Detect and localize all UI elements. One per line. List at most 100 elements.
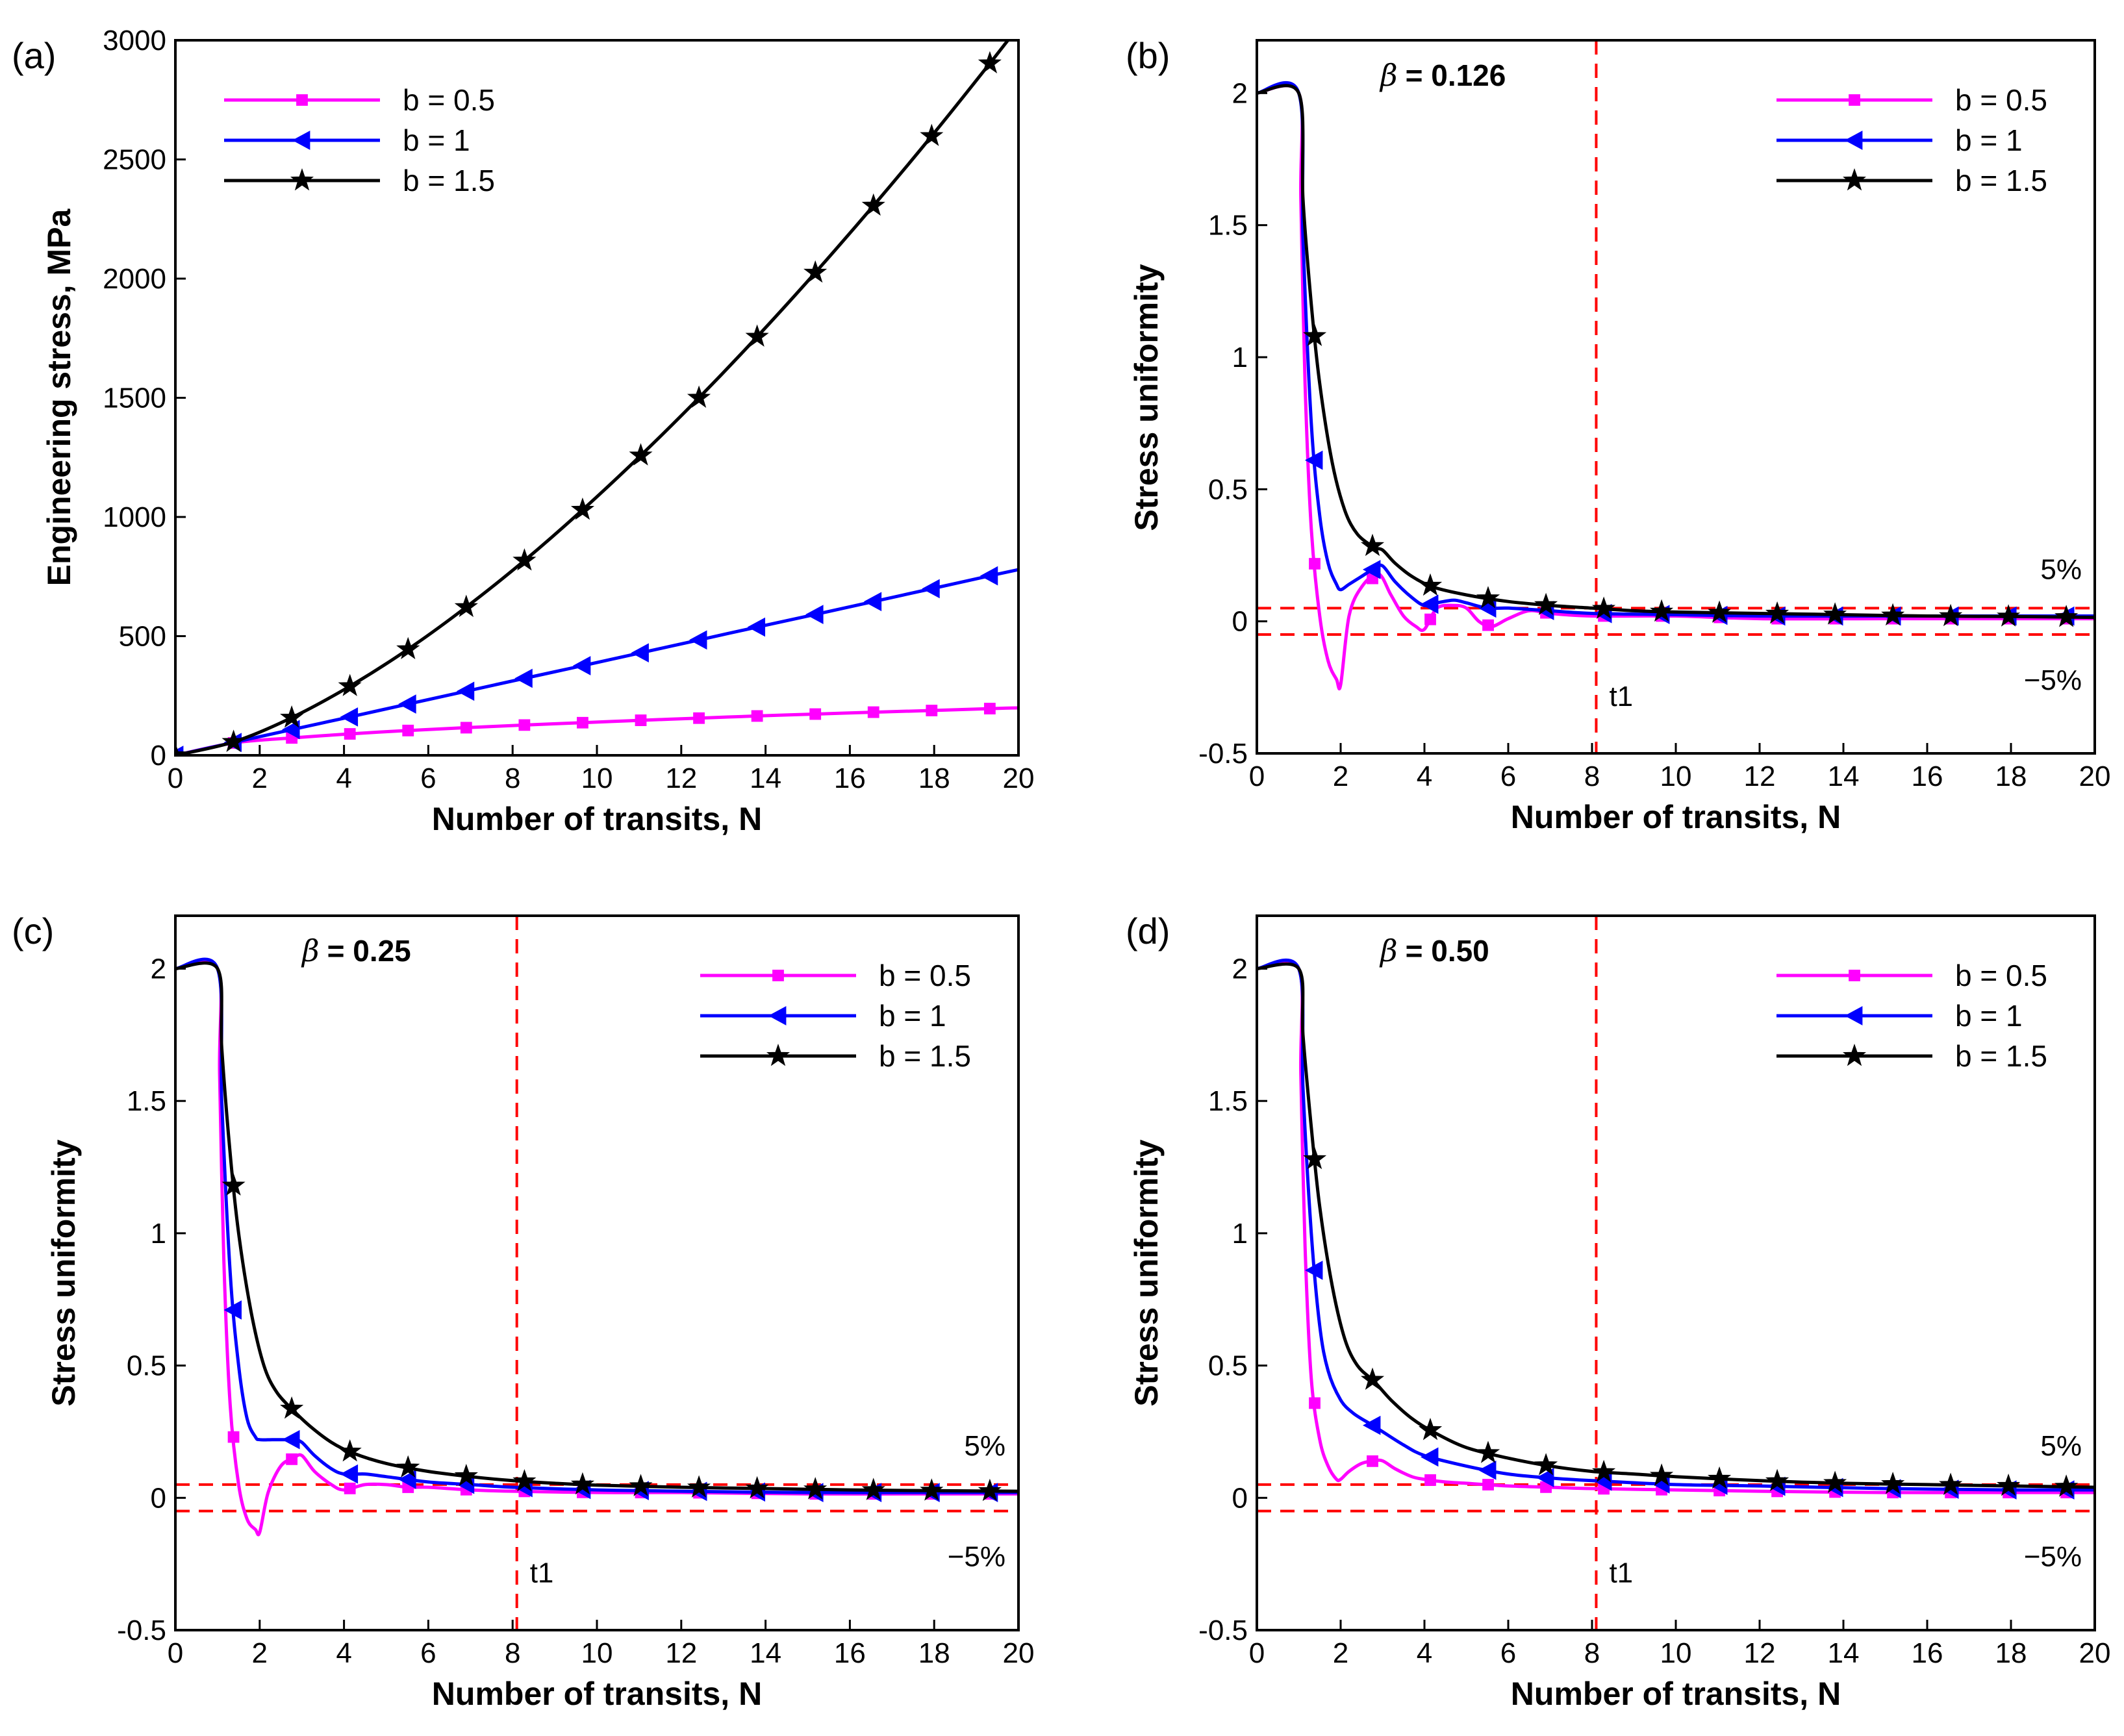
data-point-marker (1649, 1463, 1674, 1486)
x-tick-label: 2 (252, 1637, 268, 1669)
data-point-marker (1482, 1479, 1494, 1491)
data-point-marker (175, 742, 188, 755)
x-tick-label: 0 (168, 762, 183, 794)
x-tick-label: 12 (665, 762, 697, 794)
x-tick-label: 10 (1660, 761, 1692, 792)
y-tick-label: 2 (1232, 77, 1248, 109)
y-tick-label: -0.5 (117, 1615, 166, 1646)
data-point-marker (454, 594, 478, 618)
data-point-marker (460, 722, 472, 734)
data-point-marker (809, 708, 822, 720)
data-point-marker (572, 656, 591, 675)
data-point-marker (1420, 594, 1439, 614)
series-line-2 (1257, 959, 2095, 1492)
upper-threshold-label: 5% (2040, 553, 2082, 585)
data-point-marker (1482, 619, 1494, 631)
data-point-marker (2054, 605, 2079, 627)
data-point-marker (344, 1482, 356, 1494)
y-tick-label: 2500 (103, 144, 166, 176)
x-tick-label: 4 (336, 762, 351, 794)
y-tick-label: 1 (1232, 342, 1248, 373)
data-point-marker (805, 605, 824, 624)
x-tick-label: 16 (1912, 761, 1943, 792)
data-point-marker (861, 1478, 885, 1500)
legend-label: b = 0.5 (1955, 83, 2047, 117)
series-line-3 (175, 40, 1010, 755)
data-point-marker (1823, 1470, 1847, 1493)
data-point-marker (687, 385, 711, 408)
x-axis-label: Number of transits, N (432, 1676, 762, 1712)
x-tick-label: 16 (834, 1637, 866, 1669)
data-point-marker (338, 1439, 362, 1462)
series-line-2 (175, 568, 1018, 755)
data-point-marker (338, 673, 362, 696)
data-point-marker (1765, 601, 1789, 624)
data-point-marker (286, 1453, 298, 1465)
y-axis-label: Engineering stress, MPa (41, 208, 77, 586)
data-point-marker (1536, 1468, 1554, 1487)
legend-marker (1842, 168, 1867, 191)
data-point-marker (223, 1300, 242, 1320)
beta-annotation: β = 0.50 (1379, 933, 1489, 968)
data-point-marker (570, 1472, 595, 1495)
data-point-marker (926, 705, 938, 716)
data-point-marker (402, 724, 414, 736)
x-tick-label: 14 (750, 762, 781, 794)
legend-label: b = 1.5 (403, 164, 495, 197)
y-tick-label: 1 (1232, 1218, 1248, 1250)
data-point-marker (1534, 592, 1558, 616)
x-tick-label: 8 (505, 1637, 520, 1669)
legend-marker (290, 168, 314, 191)
chart-panel-4: (d)5%−5%t10 2 4 6 8 10 12 14 16 18 20-0.500.511.52… (1126, 911, 2110, 1712)
data-point-marker (631, 643, 649, 663)
x-tick-label: 0 (1249, 761, 1265, 792)
data-point-marker (344, 728, 356, 740)
data-point-marker (978, 1478, 1002, 1502)
x-tick-label: 8 (1584, 1637, 1600, 1669)
legend-marker (1844, 1006, 1863, 1025)
lower-threshold-label: −5% (948, 1541, 1005, 1573)
x-tick-label: 6 (1500, 1637, 1516, 1669)
x-tick-label: 14 (1828, 1637, 1860, 1669)
data-point-marker (629, 443, 653, 466)
data-point-marker (920, 1478, 944, 1501)
chart-panel-3: (c)5%−5%t10 2 4 6 8 10 12 14 16 18 20-0.500.511.52… (12, 911, 1034, 1712)
legend-marker (296, 94, 308, 106)
x-tick-label: 6 (1500, 761, 1516, 792)
series-line-2 (1257, 81, 2095, 618)
legend-label: b = 0.5 (403, 83, 495, 117)
data-point-marker (1707, 1466, 1732, 1489)
data-point-marker (635, 714, 647, 726)
data-point-marker (1939, 1472, 1963, 1495)
x-tick-label: 18 (918, 1637, 950, 1669)
data-point-marker (221, 1173, 246, 1196)
x-tick-label: 2 (1333, 1637, 1348, 1669)
data-point-marker (1302, 1146, 1327, 1170)
data-point-marker (1309, 558, 1321, 570)
x-tick-label: 4 (1417, 1637, 1432, 1669)
data-point-marker (1881, 1472, 1905, 1494)
data-point-marker (1302, 323, 1327, 346)
beta-value: = 0.50 (1406, 934, 1489, 968)
y-tick-label: -0.5 (1198, 1615, 1248, 1646)
legend: b = 0.5 b = 1 b = 1.5 (700, 959, 971, 1073)
x-tick-label: 10 (581, 1637, 613, 1669)
beta-symbol: β (301, 933, 320, 968)
data-point-marker (1591, 596, 1616, 619)
legend-marker (766, 1043, 790, 1066)
legend-marker (1842, 1043, 1867, 1066)
t1-label: t1 (1609, 1557, 1633, 1589)
beta-symbol: β (1379, 933, 1398, 968)
x-tick-label: 6 (420, 1637, 436, 1669)
x-tick-label: 0 (168, 1637, 183, 1669)
legend: b = 0.5 b = 1 b = 1.5 (1776, 83, 2047, 197)
legend-label: b = 1 (879, 999, 946, 1033)
data-point-marker (803, 260, 828, 283)
data-point-marker (1649, 599, 1674, 622)
data-point-marker (687, 1475, 711, 1498)
data-point-marker (512, 548, 537, 571)
x-tick-label: 2 (252, 762, 268, 794)
data-point-marker (747, 617, 766, 637)
legend: b = 0.5 b = 1 b = 1.5 (1776, 959, 2047, 1073)
